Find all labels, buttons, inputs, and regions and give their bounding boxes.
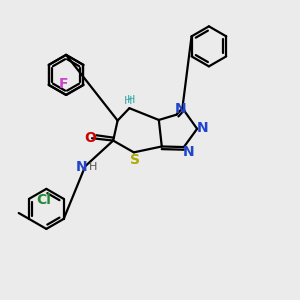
- Text: F: F: [59, 77, 68, 91]
- Text: N: N: [76, 160, 88, 174]
- Text: N: N: [175, 102, 186, 116]
- Text: H: H: [124, 96, 132, 106]
- Text: N: N: [197, 121, 209, 135]
- Text: O: O: [85, 131, 97, 145]
- Text: S: S: [130, 153, 140, 167]
- Text: Cl: Cl: [37, 193, 51, 207]
- Text: H: H: [88, 162, 97, 172]
- Text: H: H: [127, 95, 135, 105]
- Text: N: N: [182, 146, 194, 159]
